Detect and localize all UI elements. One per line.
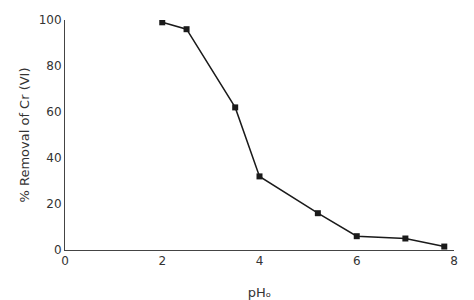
svg-text:40: 40: [46, 151, 61, 165]
svg-text:20: 20: [46, 197, 61, 211]
svg-text:100: 100: [39, 13, 62, 27]
svg-text:% Removal of Cr (VI): % Removal of Cr (VI): [17, 67, 32, 202]
svg-text:8: 8: [450, 254, 458, 268]
svg-text:0: 0: [61, 254, 69, 268]
svg-text:6: 6: [353, 254, 361, 268]
svg-text:4: 4: [256, 254, 264, 268]
svg-text:0: 0: [54, 243, 62, 257]
svg-text:60: 60: [46, 105, 61, 119]
svg-text:2: 2: [158, 254, 166, 268]
svg-text:pHₒ: pHₒ: [248, 285, 271, 300]
svg-text:80: 80: [46, 59, 61, 73]
